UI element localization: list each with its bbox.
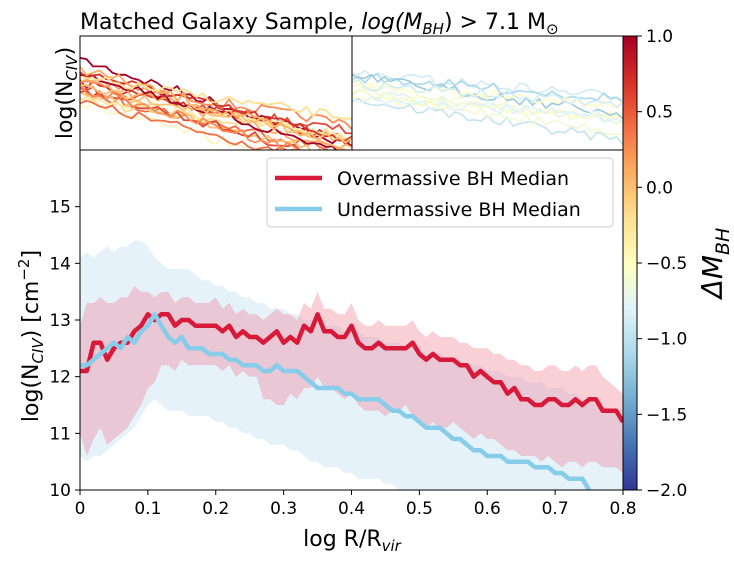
y-tick-label: 11 xyxy=(49,424,71,444)
y-tick-label: 10 xyxy=(49,481,71,501)
y-tick-label: 13 xyxy=(49,311,71,331)
ylabel-sup: −2 xyxy=(15,259,33,281)
overmassive-profile-17 xyxy=(80,75,352,120)
undermassive-profile-3 xyxy=(352,69,623,101)
y-tick-label: 15 xyxy=(49,198,71,218)
overmassive-profile-11 xyxy=(80,71,352,142)
y-tick-label: 12 xyxy=(49,368,71,388)
y-axis-label: log(NCIV) [cm−2] xyxy=(15,250,47,422)
colorbar-tick-label: −1.5 xyxy=(646,405,687,425)
undermassive-profile-11 xyxy=(352,78,623,109)
band-overmassive xyxy=(80,286,623,473)
title-sub: BH xyxy=(422,20,444,38)
overmassive-profile-15 xyxy=(80,66,352,150)
main-plot-area xyxy=(80,240,623,490)
title-sun: ⊙ xyxy=(546,20,559,38)
undermassive-profile-8 xyxy=(352,78,623,109)
top-y-axis-label: log(NCIV) xyxy=(53,47,81,139)
legend-label-overmassive: Overmassive BH Median xyxy=(337,168,569,190)
ylabel-end: ] xyxy=(19,250,44,259)
title-log: log xyxy=(361,10,395,35)
xlabel-main: log R/R xyxy=(303,527,382,552)
top-ylabel-main: log(N xyxy=(53,81,78,140)
undermassive-profile-6 xyxy=(352,73,623,120)
overmassive-profile-13 xyxy=(80,99,295,150)
x-tick-label: 0.4 xyxy=(338,499,365,519)
x-axis-label: log R/Rvir xyxy=(303,527,402,555)
median-line-overmassive xyxy=(80,312,623,424)
legend-box xyxy=(266,157,614,228)
overmassive-profile-14 xyxy=(80,82,300,150)
top-ylabel-end: ) xyxy=(53,47,78,56)
overmassive-profile-16 xyxy=(80,84,352,144)
legend-label-undermassive: Undermassive BH Median xyxy=(337,199,581,221)
colorbar-tick-label: −2.0 xyxy=(646,481,687,501)
x-tick-label: 0.3 xyxy=(270,499,297,519)
title-prefix: Matched Galaxy Sample, xyxy=(80,10,361,35)
x-axis-ticks: 0 0.1 0.2 0.3 0.4 0.5 0.6 0.7 0.8 xyxy=(75,490,637,519)
colorbar-tick-label: −1.0 xyxy=(646,330,687,350)
overmassive-profiles-panel xyxy=(80,57,352,150)
x-tick-label: 0 xyxy=(75,499,86,519)
band-undermassive xyxy=(80,240,623,490)
top-panel-title: Matched Galaxy Sample, log(MBH) > 7.1 M⊙ xyxy=(80,10,559,38)
undermassive-profile-4 xyxy=(352,97,623,146)
median-line-undermassive xyxy=(80,312,592,490)
x-tick-label: 0.7 xyxy=(542,499,569,519)
colorbar-tick-label: −0.5 xyxy=(646,254,687,274)
ylabel-main: log(N xyxy=(19,364,44,423)
x-tick-label: 0.1 xyxy=(134,499,161,519)
y-axis-ticks: 10 11 12 13 14 15 xyxy=(49,198,80,501)
undermassive-profile-9 xyxy=(352,88,623,135)
y-tick-label: 14 xyxy=(49,254,71,274)
colorbar-tick-label: 1.0 xyxy=(646,27,673,47)
x-tick-label: 0.6 xyxy=(474,499,501,519)
undermassive-profiles-panel xyxy=(352,69,623,146)
colorbar-label-sub: BH xyxy=(712,228,734,255)
legend: Overmassive BH Median Undermassive BH Me… xyxy=(266,157,614,228)
x-tick-label: 0.5 xyxy=(406,499,433,519)
colorbar-label-main: ΔM xyxy=(696,255,729,300)
x-tick-label: 0.2 xyxy=(202,499,229,519)
top-ylabel-sub: CIV xyxy=(63,54,81,81)
colorbar-ticks: 1.0 0.5 0.0 −0.5 −1.0 −1.5 −2.0 xyxy=(637,27,687,501)
undermassive-profile-10 xyxy=(352,96,623,123)
colorbar-tick-label: 0.0 xyxy=(646,178,673,198)
x-tick-label: 0.8 xyxy=(609,499,636,519)
ylabel-mid: ) [cm xyxy=(19,281,44,339)
colorbar xyxy=(622,35,638,491)
ylabel-sub: CIV xyxy=(29,337,47,364)
title-m: (M xyxy=(395,10,423,35)
colorbar-label: ΔMBH xyxy=(696,228,734,301)
colorbar-tick-label: 0.5 xyxy=(646,103,673,123)
title-rest: ) > 7.1 M xyxy=(444,10,546,35)
xlabel-sub: vir xyxy=(382,537,402,555)
